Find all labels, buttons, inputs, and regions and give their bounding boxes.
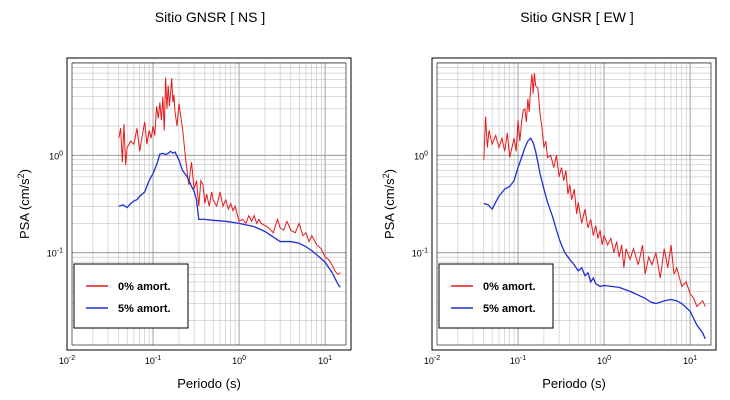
chart-title: Sitio GNSR [ EW ] xyxy=(520,9,634,25)
x-tick-label: 101 xyxy=(318,355,332,366)
legend-entry-label: 5% amort. xyxy=(118,303,171,315)
y-tick-label: 100 xyxy=(414,150,428,161)
x-axis-label: Periodo (s) xyxy=(542,376,606,391)
grid xyxy=(66,57,352,351)
legend-entry-label: 0% amort. xyxy=(483,281,536,293)
series-line-0 xyxy=(118,77,341,275)
series-line-1 xyxy=(118,150,341,288)
x-axis-label: Periodo (s) xyxy=(177,376,241,391)
plot-frame-inner xyxy=(436,62,712,346)
y-axis-label: PSA (cm/s2) xyxy=(16,169,32,239)
y-axis-label: PSA (cm/s2) xyxy=(381,169,397,239)
chart-title: Sitio GNSR [ NS ] xyxy=(155,9,265,25)
y-tick-label: 100 xyxy=(49,150,63,161)
x-tick-label: 101 xyxy=(683,355,697,366)
x-tick-label: 100 xyxy=(232,355,246,366)
legend-entry-label: 0% amort. xyxy=(118,281,171,293)
legend: 0% amort. 5% amort. xyxy=(438,263,554,329)
x-tick-label: 10-1 xyxy=(510,355,526,366)
legend-entry-label: 5% amort. xyxy=(483,303,536,315)
legend: 0% amort. 5% amort. xyxy=(73,263,189,329)
x-tick-label: 10-2 xyxy=(424,355,440,366)
chart-panel-1: 10-2 10-1 100 101 10-1 100 Sitio GNSR [ EW ] Pe… xyxy=(381,9,717,391)
series-line-1 xyxy=(483,137,706,340)
x-tick-label: 100 xyxy=(597,355,611,366)
legend-box xyxy=(73,263,189,329)
y-tick-label: 10-1 xyxy=(47,248,63,259)
series-line-0 xyxy=(483,73,706,308)
plot-frame-outer xyxy=(66,57,352,351)
chart-panel-0: 10-2 10-1 100 101 10-1 100 Sitio GNSR [ NS ] Pe… xyxy=(16,9,352,391)
y-tick-label: 10-1 xyxy=(412,248,428,259)
x-tick-label: 10-2 xyxy=(59,355,75,366)
plot-frame-inner xyxy=(71,62,347,346)
x-tick-label: 10-1 xyxy=(145,355,161,366)
legend-box xyxy=(438,263,554,329)
plot-frame-outer xyxy=(431,57,717,351)
